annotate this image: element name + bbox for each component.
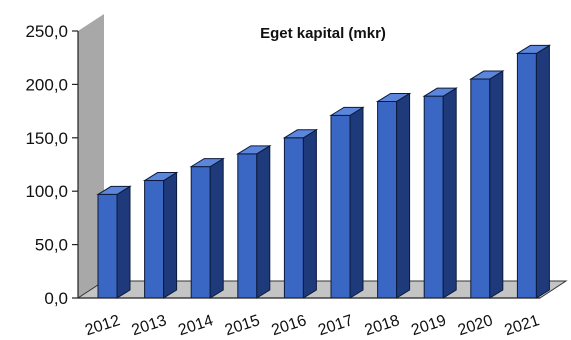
bar-top xyxy=(96,185,132,195)
bar-top xyxy=(236,145,272,155)
bar xyxy=(515,44,552,299)
bar-top xyxy=(142,172,179,182)
chart-title: Eget kapital (mkr) xyxy=(260,25,386,42)
bar-side xyxy=(302,128,317,299)
bar-side xyxy=(489,70,504,299)
bar xyxy=(375,92,412,299)
x-tick-label: 2015 xyxy=(223,312,262,339)
y-tick-label: 250,0 xyxy=(25,22,68,41)
x-tick-label: 2013 xyxy=(130,312,169,339)
y-tick-label: 50,0 xyxy=(35,236,68,255)
x-tick-label: 2019 xyxy=(409,312,448,339)
bar-side xyxy=(442,87,457,299)
bar xyxy=(236,144,272,299)
bar-front xyxy=(330,114,351,299)
bar-front xyxy=(470,78,491,299)
x-tick-label: 2016 xyxy=(269,312,308,339)
y-tick-label: 200,0 xyxy=(25,75,68,94)
bars xyxy=(96,44,552,299)
x-tick-label: 2017 xyxy=(316,312,355,339)
bar-front xyxy=(516,52,537,299)
bar xyxy=(189,157,225,299)
y-tick-label: 150,0 xyxy=(25,129,68,148)
bar-front xyxy=(97,193,118,299)
y-tick-label: 0,0 xyxy=(44,289,68,308)
bar-side xyxy=(396,92,411,299)
bar-top xyxy=(282,129,319,139)
bar-front xyxy=(283,137,304,299)
bar-front xyxy=(423,95,444,299)
x-tick-label: 2021 xyxy=(502,312,541,339)
x-tick-label: 2012 xyxy=(83,312,122,339)
bar-side xyxy=(349,106,364,299)
bar-side xyxy=(163,171,178,299)
bar-front xyxy=(237,153,258,299)
bar-top xyxy=(189,158,225,168)
bar xyxy=(469,70,505,299)
bar xyxy=(142,171,179,299)
x-tick-label: 2014 xyxy=(176,312,215,339)
x-tick-label: 2018 xyxy=(363,312,402,339)
bar-front xyxy=(377,100,398,299)
bar xyxy=(96,185,132,299)
bar xyxy=(282,128,319,299)
x-tick-label: 2020 xyxy=(456,312,495,339)
bar-top xyxy=(329,106,365,116)
bar-side xyxy=(535,44,550,299)
y-tick-label: 100,0 xyxy=(25,182,68,201)
bar-side xyxy=(116,185,131,299)
bar-side xyxy=(256,144,271,299)
bar-top xyxy=(515,44,552,54)
bar xyxy=(422,87,458,299)
bar-top xyxy=(422,87,458,97)
bar-top xyxy=(375,92,412,102)
x-axis: 2012 2013 2014 2015 2016 2017 2018 2019 2020 2021 xyxy=(78,297,542,339)
bar-side xyxy=(209,157,224,299)
bar-front xyxy=(190,166,211,299)
bar-front xyxy=(144,180,165,299)
y-axis: 0,0 50,0 100,0 150,0 200,0 250,0 xyxy=(25,22,79,308)
bar xyxy=(329,106,365,299)
bar-top xyxy=(469,70,505,80)
